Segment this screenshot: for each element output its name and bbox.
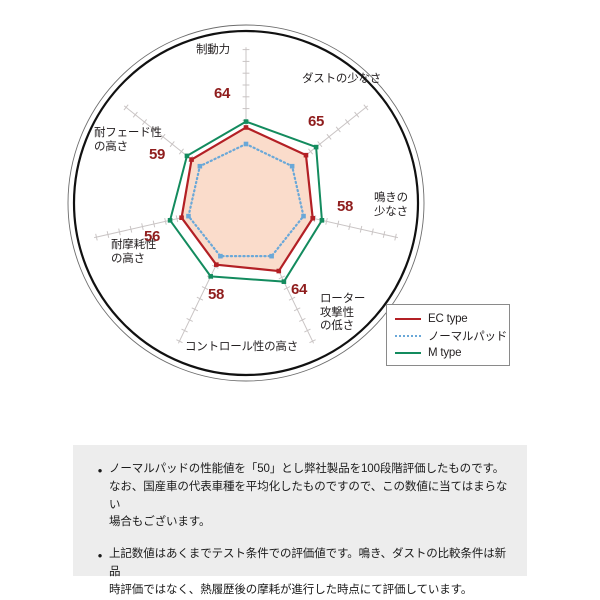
legend-item: M type xyxy=(395,344,509,361)
value-label-0: 64 xyxy=(214,85,231,102)
legend-item: EC type xyxy=(395,310,509,327)
value-label-3: 64 xyxy=(291,281,308,298)
axis-label-1: ダストの少なさ xyxy=(302,73,382,85)
note-bullet-icon: • xyxy=(97,463,103,478)
note-item: • ノーマルパッドの性能値を「50」とし弊社製品を100段階評価したものです。 … xyxy=(91,461,509,532)
axis-label-6: 耐フェード性 の高さ xyxy=(94,127,162,153)
notes-panel: • ノーマルパッドの性能値を「50」とし弊社製品を100段階評価したものです。 … xyxy=(73,445,527,596)
value-label-4: 58 xyxy=(208,286,225,303)
value-label-6: 59 xyxy=(149,146,166,163)
value-label-1: 65 xyxy=(308,113,325,130)
radar-chart-svg xyxy=(67,24,425,382)
axis-label-5: 耐摩耗性 の高さ xyxy=(111,239,157,265)
note-text: ノーマルパッドの性能値を「50」とし弊社製品を100段階評価したものです。 なお… xyxy=(109,463,508,529)
axis-label-4: コントロール性の高さ xyxy=(185,341,298,353)
note-text: 上記数値はあくまでテスト条件での評価値です。鳴き、ダストの比較条件は新品 時評価… xyxy=(109,548,507,596)
value-label-5: 56 xyxy=(144,228,161,245)
legend-item: ノーマルパッド xyxy=(395,327,509,344)
legend-swatch-m-type xyxy=(395,347,421,358)
value-label-2: 58 xyxy=(337,198,354,215)
axis-label-0: 制動力 xyxy=(196,44,230,56)
radar-chart-area: 制動力ダストの少なさ鳴きの 少なさローター 攻撃性 の低さコントロール性の高さ 耐… xyxy=(67,24,510,382)
note-bullet-icon: • xyxy=(97,548,103,564)
chart-legend: EC type ノーマルパッド M type xyxy=(386,304,510,366)
note-item: • 上記数値はあくまでテスト条件での評価値です。鳴き、ダストの比較条件は新品 時… xyxy=(91,546,509,599)
legend-label-normal-pad: ノーマルパッド xyxy=(428,330,508,343)
axis-label-2: 鳴きの 少なさ xyxy=(374,192,408,218)
legend-swatch-ec-type xyxy=(395,313,421,324)
legend-label-m-type: M type xyxy=(428,346,462,359)
legend-label-ec-type: EC type xyxy=(428,312,468,325)
legend-swatch-normal-pad xyxy=(395,330,421,341)
axis-label-3: ローター 攻撃性 の低さ xyxy=(320,293,366,333)
